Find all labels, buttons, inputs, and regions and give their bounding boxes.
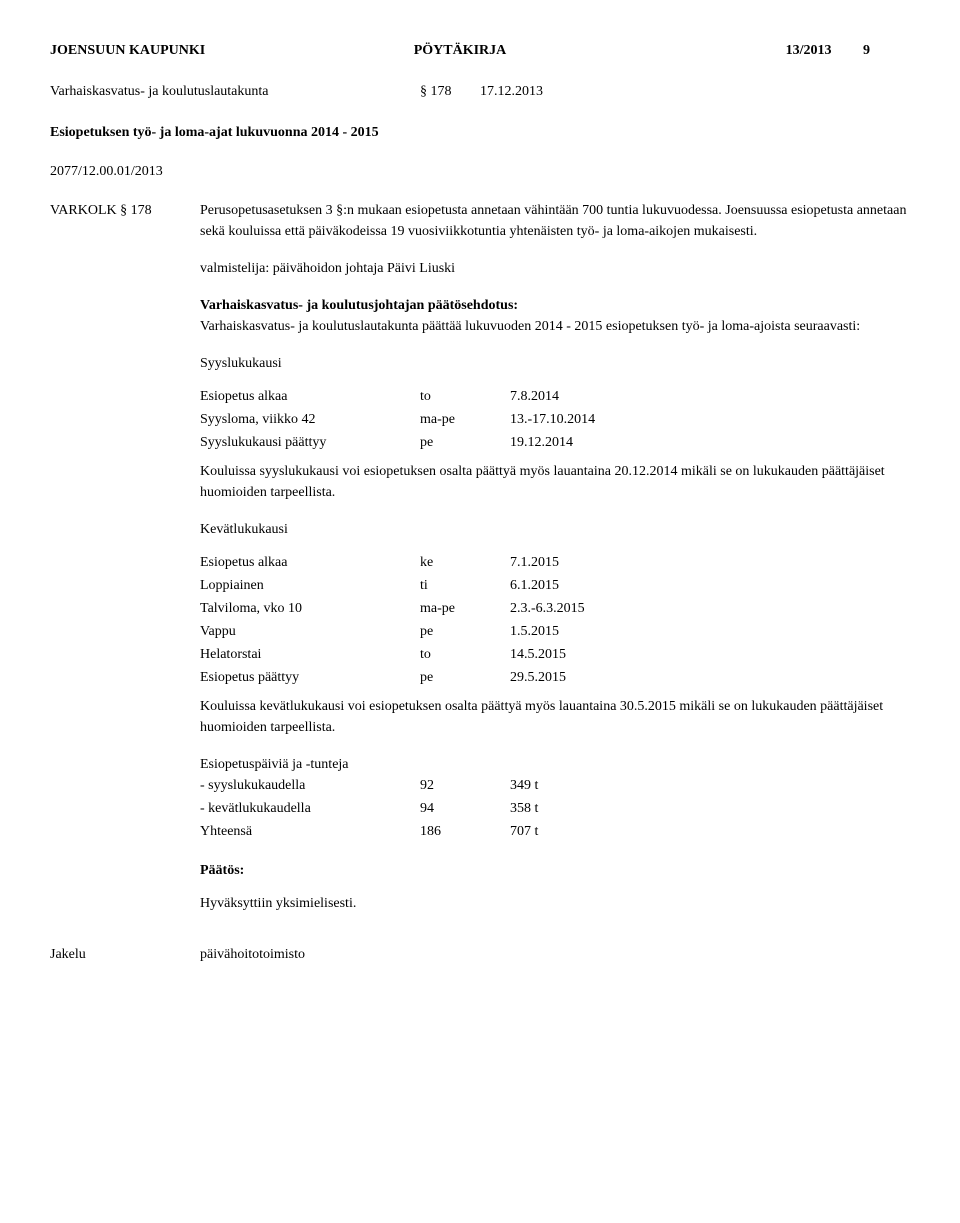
autumn-schedule-table: Esiopetus alkaa to 7.8.2014 Syysloma, vi… — [200, 386, 660, 455]
row-days: 94 — [420, 798, 510, 821]
row-day: ma-pe — [420, 409, 510, 432]
row-days: 186 — [420, 821, 510, 844]
distribution-row: Jakelu päivähoitotoimisto — [50, 944, 910, 965]
table-row: - syyslukukaudella 92 349 t — [200, 775, 600, 798]
proposal-body: Varhaiskasvatus- ja koulutuslautakunta p… — [200, 316, 910, 337]
table-row: Syysloma, viikko 42 ma-pe 13.-17.10.2014 — [200, 409, 660, 432]
row-label: Helatorstai — [200, 644, 420, 667]
decision-heading: Päätös: — [200, 860, 910, 881]
row-label: Esiopetus alkaa — [200, 386, 420, 409]
table-row: Yhteensä 186 707 t — [200, 821, 600, 844]
row-label: Vappu — [200, 621, 420, 644]
table-row: Esiopetus alkaa ke 7.1.2015 — [200, 552, 660, 575]
table-row: - kevätlukukaudella 94 358 t — [200, 798, 600, 821]
distribution-value: päivähoitotoimisto — [200, 944, 910, 965]
row-date: 6.1.2015 — [510, 575, 660, 598]
row-date: 13.-17.10.2014 — [510, 409, 660, 432]
document-title: Esiopetuksen työ- ja loma-ajat lukuvuonn… — [50, 122, 910, 143]
row-label: - syyslukukaudella — [200, 775, 420, 798]
spring-schedule-table: Esiopetus alkaa ke 7.1.2015 Loppiainen t… — [200, 552, 660, 690]
table-row: Esiopetus päättyy pe 29.5.2015 — [200, 667, 660, 690]
table-row: Syyslukukausi päättyy pe 19.12.2014 — [200, 432, 660, 455]
table-row: Helatorstai to 14.5.2015 — [200, 644, 660, 667]
varkolk-label: VARKOLK § 178 — [50, 200, 200, 914]
row-label: Loppiainen — [200, 575, 420, 598]
main-content: VARKOLK § 178 Perusopetusasetuksen 3 §:n… — [50, 200, 910, 914]
table-row: Esiopetus alkaa to 7.8.2014 — [200, 386, 660, 409]
spring-heading: Kevätlukukausi — [200, 519, 910, 540]
section-number: § 178 — [420, 81, 480, 102]
decision-body: Hyväksyttiin yksimielisesti. — [200, 893, 910, 914]
intro-paragraph: Perusopetusasetuksen 3 §:n mukaan esiope… — [200, 200, 910, 242]
row-label: Esiopetus alkaa — [200, 552, 420, 575]
row-day: ti — [420, 575, 510, 598]
row-day: pe — [420, 621, 510, 644]
preparer-line: valmistelija: päivähoidon johtaja Päivi … — [200, 258, 910, 279]
table-row: Loppiainen ti 6.1.2015 — [200, 575, 660, 598]
row-day: ke — [420, 552, 510, 575]
document-header: JOENSUUN KAUPUNKI PÖYTÄKIRJA 13/2013 9 — [50, 40, 910, 61]
document-subheader: Varhaiskasvatus- ja koulutuslautakunta §… — [50, 81, 910, 102]
autumn-heading: Syyslukukausi — [200, 353, 910, 374]
table-row: Vappu pe 1.5.2015 — [200, 621, 660, 644]
spring-note: Kouluissa kevätlukukausi voi esiopetukse… — [200, 696, 910, 738]
distribution-label: Jakelu — [50, 944, 200, 965]
row-date: 7.1.2015 — [510, 552, 660, 575]
proposal-heading: Varhaiskasvatus- ja koulutusjohtajan pää… — [200, 295, 910, 316]
page-number: 9 — [863, 43, 870, 58]
row-hours: 358 t — [510, 798, 600, 821]
row-date: 14.5.2015 — [510, 644, 660, 667]
reference-number: 2077/12.00.01/2013 — [50, 161, 910, 182]
proposal-block: Varhaiskasvatus- ja koulutusjohtajan pää… — [200, 295, 910, 337]
row-date: 19.12.2014 — [510, 432, 660, 455]
row-label: Syyslukukausi päättyy — [200, 432, 420, 455]
totals-heading: Esiopetuspäiviä ja -tunteja — [200, 754, 910, 775]
board-name: Varhaiskasvatus- ja koulutuslautakunta — [50, 81, 420, 102]
row-date: 2.3.-6.3.2015 — [510, 598, 660, 621]
doc-type: PÖYTÄKIRJA — [323, 40, 596, 61]
row-date: 1.5.2015 — [510, 621, 660, 644]
totals-table: - syyslukukaudella 92 349 t - kevätlukuk… — [200, 775, 600, 844]
row-day: to — [420, 644, 510, 667]
doc-number: 13/2013 — [786, 43, 832, 58]
row-hours: 707 t — [510, 821, 600, 844]
doc-number-page: 13/2013 9 — [597, 40, 910, 61]
row-label: Yhteensä — [200, 821, 420, 844]
row-day: ma-pe — [420, 598, 510, 621]
row-hours: 349 t — [510, 775, 600, 798]
org-name: JOENSUUN KAUPUNKI — [50, 40, 323, 61]
row-day: to — [420, 386, 510, 409]
table-row: Talviloma, vko 10 ma-pe 2.3.-6.3.2015 — [200, 598, 660, 621]
row-days: 92 — [420, 775, 510, 798]
row-label: Esiopetus päättyy — [200, 667, 420, 690]
content-body: Perusopetusasetuksen 3 §:n mukaan esiope… — [200, 200, 910, 914]
row-day: pe — [420, 432, 510, 455]
row-date: 29.5.2015 — [510, 667, 660, 690]
row-label: Syysloma, viikko 42 — [200, 409, 420, 432]
row-date: 7.8.2014 — [510, 386, 660, 409]
autumn-note: Kouluissa syyslukukausi voi esiopetuksen… — [200, 461, 910, 503]
meeting-date: 17.12.2013 — [480, 81, 910, 102]
row-label: Talviloma, vko 10 — [200, 598, 420, 621]
row-day: pe — [420, 667, 510, 690]
row-label: - kevätlukukaudella — [200, 798, 420, 821]
